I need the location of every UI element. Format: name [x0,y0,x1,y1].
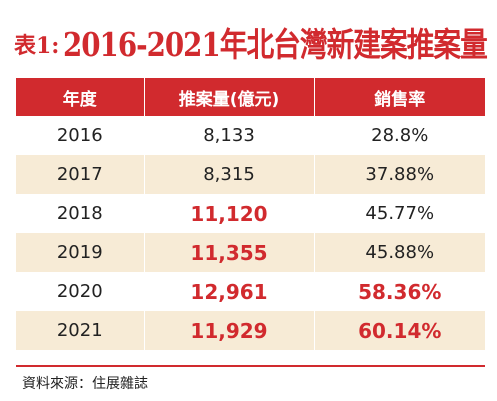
table-row: 2018 11,120 45.77% [16,194,485,233]
cell-year: 2016 [16,116,144,155]
header-row: 年度 推案量(億元) 銷售率 [16,78,485,116]
data-table: 年度 推案量(億元) 銷售率 2016 8,133 28.8% 2017 8,3… [16,78,485,350]
title-prefix: 表1: [14,33,60,59]
cell-volume: 11,929 [143,311,314,350]
cell-rate: 58.36% [313,272,485,311]
table-title: 表1: 2016-2021年北台灣新建案推案量 [14,6,489,66]
table-row: 2016 8,133 28.8% [16,116,485,155]
table-row: 2021 11,929 60.14% [16,311,485,350]
table-row: 2017 8,315 37.88% [16,155,485,194]
cell-volume: 11,120 [143,194,314,233]
table-row: 2020 12,961 58.36% [16,272,485,311]
cell-rate: 45.77% [313,194,485,233]
cell-volume: 11,355 [143,233,314,272]
title-main: 2016-2021年北台灣新建案推案量 [63,25,488,64]
cell-volume: 8,133 [143,116,314,155]
cell-year: 2021 [16,311,144,350]
header-year: 年度 [16,78,144,116]
cell-rate: 45.88% [313,233,485,272]
cell-rate: 28.8% [313,116,485,155]
source-note: 資料來源：住展雜誌 [22,376,148,392]
table-row: 2019 11,355 45.88% [16,233,485,272]
cell-volume: 8,315 [143,155,314,194]
cell-rate: 37.88% [313,155,485,194]
table-bottom-rule [16,365,485,367]
cell-year: 2020 [16,272,144,311]
cell-year: 2018 [16,194,144,233]
cell-year: 2019 [16,233,144,272]
cell-rate: 60.14% [313,311,485,350]
cell-year: 2017 [16,155,144,194]
cell-volume: 12,961 [143,272,314,311]
header-rate: 銷售率 [313,78,485,116]
header-volume: 推案量(億元) [143,78,314,116]
